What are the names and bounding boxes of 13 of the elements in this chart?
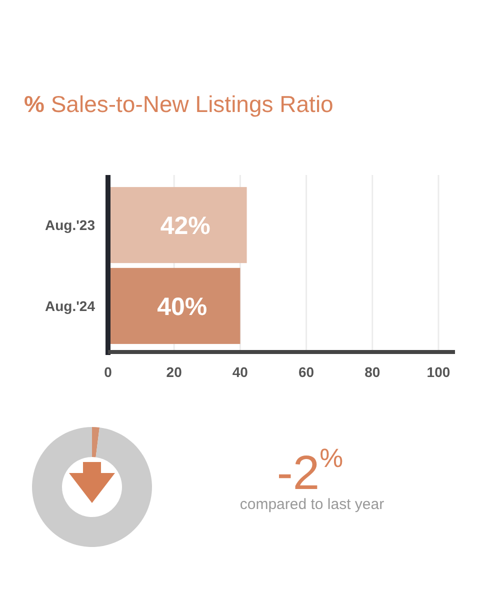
y-tick-label: Aug.'24 bbox=[44, 298, 96, 314]
x-tick-label: 80 bbox=[364, 364, 380, 380]
x-tick-label: 40 bbox=[232, 364, 248, 380]
chart-title: % Sales-to-New Listings Ratio bbox=[24, 91, 334, 117]
donut-slice bbox=[32, 427, 152, 547]
x-tick-label: 100 bbox=[426, 364, 450, 380]
x-tick-label: 0 bbox=[104, 364, 112, 380]
data-label: 40% bbox=[157, 292, 208, 321]
x-tick-label: 20 bbox=[166, 364, 182, 380]
donut-slice bbox=[92, 427, 100, 458]
x-tick-label: 60 bbox=[298, 364, 314, 380]
data-label: 42% bbox=[160, 212, 210, 240]
y-tick-label: Aug.'23 bbox=[44, 217, 96, 234]
